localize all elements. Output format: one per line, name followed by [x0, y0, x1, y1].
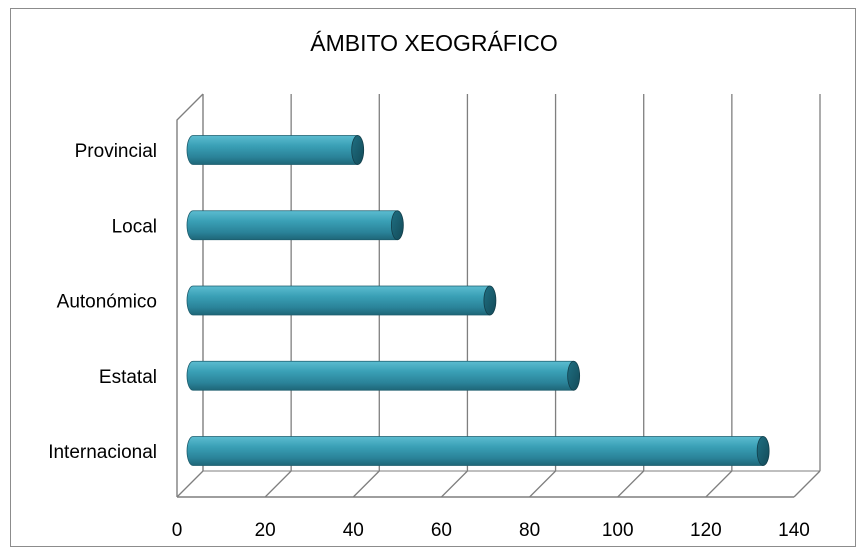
x-tick-label-140: 140	[778, 520, 810, 541]
floor-line-100	[617, 470, 645, 498]
bar-cap-internacional	[756, 436, 770, 466]
x-tick-label-40: 40	[343, 520, 364, 541]
floor-line-20	[264, 470, 292, 498]
bar-body-internacional	[186, 436, 764, 466]
bar-body-local	[186, 210, 398, 241]
floor-line-40	[352, 470, 380, 498]
bar-cap-local	[390, 210, 404, 241]
bar-body-provincial	[186, 135, 359, 165]
x-tick-label-120: 120	[690, 520, 722, 541]
x-tick-label-60: 60	[431, 520, 452, 541]
left-wall-edge	[176, 93, 204, 497]
bar-local	[186, 210, 404, 241]
y-tick-label-provincial: Provincial	[75, 141, 157, 162]
bar-cap-provincial	[351, 135, 365, 165]
floor-line-60	[440, 470, 468, 498]
floor-line-0	[176, 470, 204, 498]
y-tick-label-internacional: Internacional	[48, 442, 157, 463]
bar-body-estatal	[186, 360, 575, 391]
bar-autonomico	[186, 285, 497, 316]
x-tick-label-0: 0	[172, 520, 183, 541]
x-tick-label-80: 80	[519, 520, 540, 541]
y-tick-label-local: Local	[112, 216, 157, 237]
bar-cap-estatal	[567, 360, 581, 391]
bar-body-autonomico	[186, 285, 491, 316]
grid-layer	[176, 93, 821, 498]
bar-layer	[186, 135, 770, 466]
x-tick-label-100: 100	[602, 520, 634, 541]
bar-provincial	[186, 135, 365, 165]
floor-line-80	[529, 470, 557, 498]
label-layer: 0 20 40 60 80 100 120 140 Provincial Local Autonóm…	[48, 141, 810, 541]
x-tick-label-20: 20	[255, 520, 276, 541]
bar-cap-autonomico	[483, 285, 497, 316]
bar-estatal	[186, 360, 581, 391]
y-tick-label-autonomico: Autonómico	[57, 292, 157, 313]
y-tick-label-estatal: Estatal	[99, 367, 157, 388]
floor-line-140	[793, 470, 821, 498]
floor-line-120	[705, 470, 733, 498]
chart-title: ÁMBITO XEOGRÁFICO	[310, 30, 558, 56]
bar-internacional	[186, 436, 770, 466]
